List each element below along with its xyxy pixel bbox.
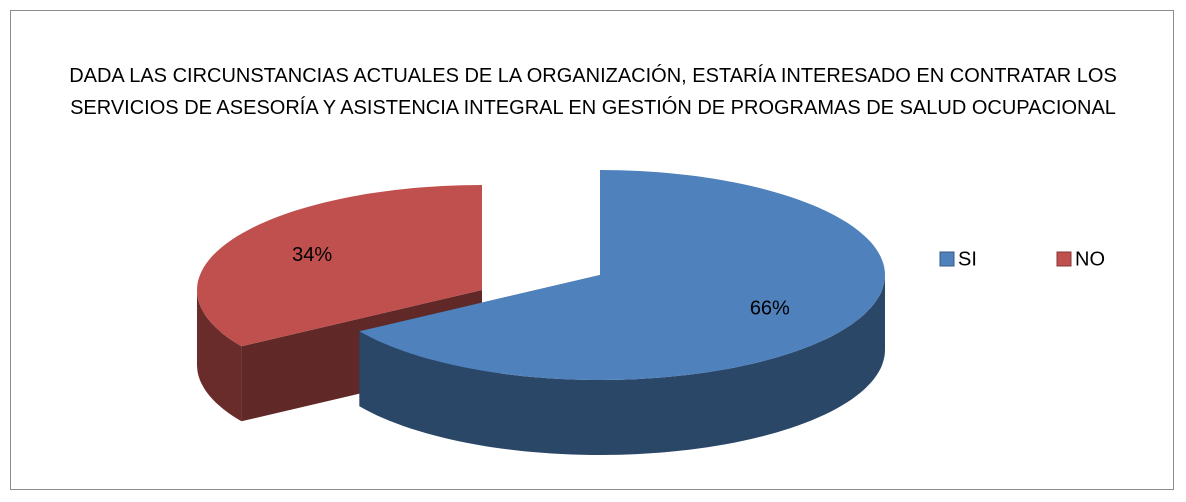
chart-frame xyxy=(10,10,1174,490)
legend-label: SI xyxy=(958,248,977,270)
pie-slice xyxy=(197,185,482,347)
slice-side xyxy=(197,290,242,422)
legend-swatch xyxy=(1056,251,1072,267)
legend-label: NO xyxy=(1075,248,1105,270)
data-label: 34% xyxy=(292,244,332,266)
legend-swatch xyxy=(939,251,955,267)
data-label: 66% xyxy=(750,298,790,320)
pie-slice xyxy=(359,170,885,380)
chart-title: DADA LAS CIRCUNSTANCIAS ACTUALES DE LA O… xyxy=(69,65,1117,119)
slice-side xyxy=(359,275,885,455)
